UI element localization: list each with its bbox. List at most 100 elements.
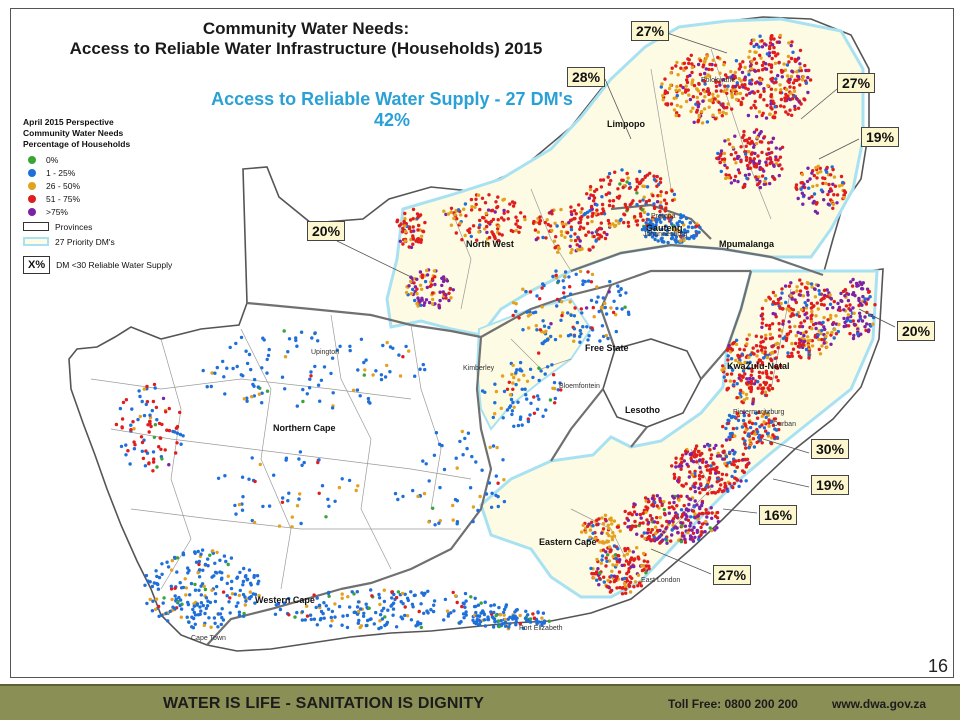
household-dot [416,240,421,244]
household-dot [788,108,792,112]
household-dot [643,228,648,232]
household-dot [733,84,738,89]
household-dot [755,183,760,187]
household-dot [758,34,762,38]
household-dot [693,485,697,489]
household-dot [124,453,128,457]
household-dot [677,219,682,224]
household-dot [771,115,775,119]
household-dot [186,566,190,570]
household-dot [386,608,390,612]
household-dot [569,313,573,317]
household-dot [780,75,784,79]
household-dot [606,539,611,544]
household-dot [561,224,566,229]
household-dot [616,284,620,288]
household-dot [257,593,261,598]
household-dot [735,478,740,482]
household-dot [340,596,344,600]
household-dot [787,41,791,45]
household-dot [347,478,352,483]
household-dot [506,617,510,621]
household-dot [425,273,430,277]
household-dots [114,33,877,631]
household-dot [654,531,658,535]
household-dot [745,93,749,97]
household-dot [743,138,747,143]
household-dot [774,315,778,319]
household-dot [732,379,736,383]
household-dot [512,375,516,380]
household-dot [638,199,642,203]
household-dot [641,198,645,202]
household-dot [431,506,435,510]
household-dot [690,70,694,75]
household-dot [709,528,714,533]
household-dot [743,439,747,443]
household-dot [233,503,237,508]
household-dot [421,459,425,463]
household-dot [569,225,573,229]
district-boundaries [90,48,792,590]
household-dot [356,368,360,372]
household-dot [670,464,674,468]
household-dot [743,372,747,376]
household-dot [725,87,729,92]
household-dot [688,497,693,502]
household-dot [672,96,676,101]
household-dot [805,286,809,290]
household-dot [764,62,768,66]
household-dot [764,369,768,373]
household-dot [153,607,158,611]
household-dot [659,220,663,224]
household-dot [659,85,663,89]
household-dot [806,166,810,170]
household-dot [647,520,651,525]
household-dot [545,218,549,222]
household-dot [560,222,565,226]
household-dot [161,601,165,605]
household-dot [253,479,257,484]
household-dot [741,369,746,373]
household-dot [772,45,776,50]
household-dot [760,321,764,325]
household-dot [607,290,611,294]
household-dot [682,534,686,538]
household-dot [592,537,597,541]
household-dot [648,514,653,518]
household-dot [416,228,420,232]
household-dot [632,215,637,219]
household-dot [731,426,736,431]
household-dot [779,364,783,368]
household-dot [737,77,741,81]
household-dot [594,239,598,243]
household-dot [496,494,500,499]
household-dot [774,77,778,81]
household-dot [601,334,606,339]
household-dot [528,617,533,621]
household-dot [753,151,757,156]
household-dot [758,344,763,348]
household-dot [462,207,466,211]
household-dot [497,605,501,610]
household-dot [559,207,563,212]
household-dot [760,441,764,445]
household-dot [722,63,726,67]
household-dot [320,484,325,488]
household-dot [622,212,626,216]
household-dot [223,474,227,478]
household-dot [719,89,723,93]
household-dot [697,520,701,525]
household-dot [646,560,650,564]
household-dot [518,417,523,421]
household-dot [517,316,521,320]
household-dot [403,229,408,234]
household-dot [383,623,387,628]
household-dot [697,81,701,86]
household-dot [628,590,633,594]
household-dot [724,379,728,383]
household-dot [737,484,741,489]
household-dot [397,224,402,228]
household-dot [249,583,253,587]
household-dot [757,374,762,379]
